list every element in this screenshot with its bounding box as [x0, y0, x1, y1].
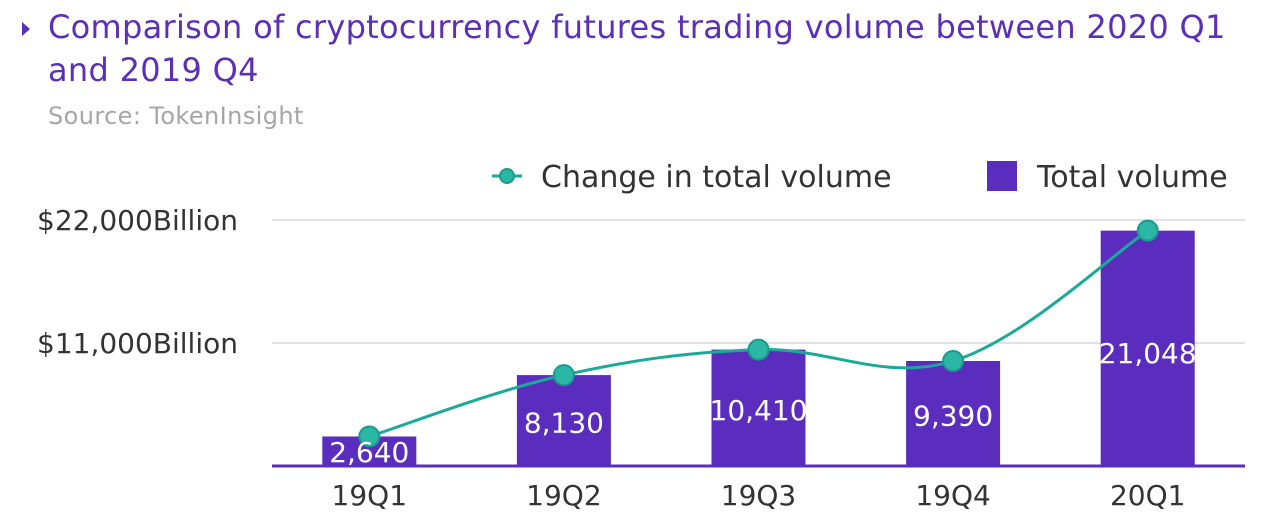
title-block: Comparison of cryptocurrency futures tra… — [22, 6, 1262, 92]
chart-source: Source: TokenInsight — [48, 102, 304, 130]
line-point-19q1 — [358, 425, 381, 448]
line-point-19q3 — [747, 338, 770, 361]
bar-19q3 — [711, 349, 806, 466]
x-tick-label: 19Q4 — [915, 479, 990, 512]
x-tick-label: 20Q1 — [1110, 479, 1185, 512]
x-tick-label: 19Q1 — [332, 479, 407, 512]
bar-data-label: 8,130 — [524, 406, 604, 439]
legend-line-marker — [499, 168, 515, 184]
line-point-19q2 — [552, 364, 575, 387]
bar-data-label: 2,640 — [329, 436, 409, 469]
bar-data-label: 9,390 — [913, 400, 993, 433]
bar-data-label: 10,410 — [710, 394, 808, 427]
bar-20q1 — [1100, 230, 1195, 466]
bar-19q2 — [516, 375, 611, 466]
y-tick-label: $22,000Billion — [37, 204, 238, 237]
legend-label-bar: Total volume — [1036, 160, 1228, 195]
x-tick-label: 19Q2 — [526, 479, 601, 512]
legend-bar-swatch — [987, 161, 1017, 191]
line-point-20q1 — [1136, 219, 1159, 242]
bar-data-label: 21,048 — [1099, 337, 1197, 370]
chart-title: Comparison of cryptocurrency futures tra… — [48, 8, 1226, 89]
legend-label-line: Change in total volume — [541, 160, 892, 195]
bar-19q4 — [906, 361, 1001, 466]
x-tick-label: 19Q3 — [721, 479, 796, 512]
y-tick-label: $11,000Billion — [37, 327, 238, 360]
line-point-19q4 — [942, 350, 965, 373]
title-bullet-icon — [22, 22, 30, 36]
